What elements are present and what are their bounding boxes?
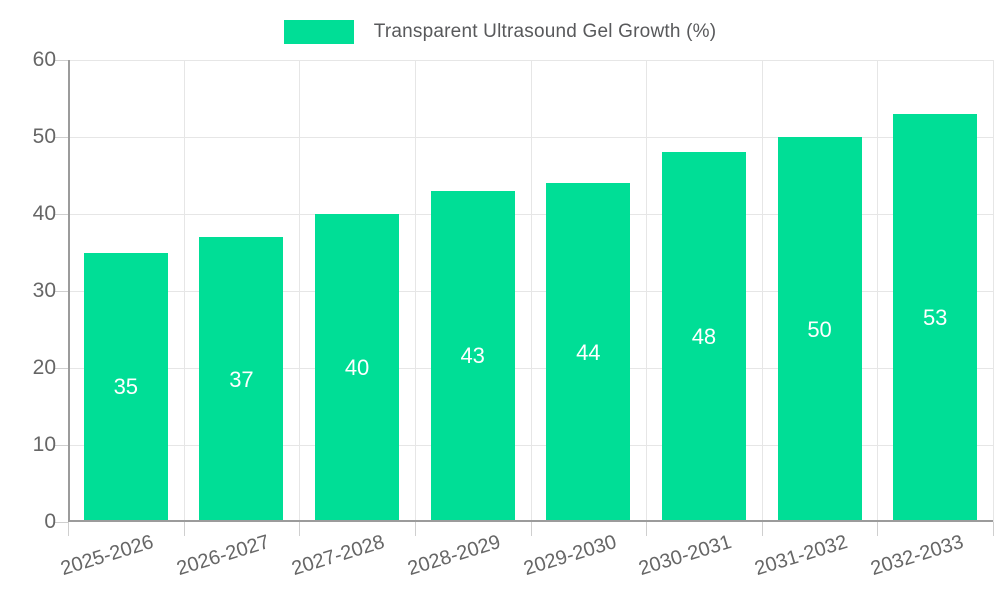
x-tick-mark [299, 522, 301, 536]
gridline-vertical [646, 60, 648, 522]
bar-value-label: 35 [113, 374, 139, 400]
x-axis-tick-label: 2029-2030 [520, 531, 619, 581]
gridline-vertical [877, 60, 879, 522]
bar-2031-2032: 50 [777, 137, 862, 522]
x-tick-mark [68, 522, 69, 536]
x-tick-mark [877, 522, 879, 536]
y-axis-tick-label: 60 [32, 48, 56, 71]
y-tick-mark [54, 368, 68, 369]
x-axis-tick-label: 2032-2033 [867, 531, 966, 581]
y-tick-mark [54, 214, 68, 215]
x-tick-mark [761, 522, 763, 536]
bar-value-label: 53 [922, 304, 948, 330]
y-axis-tick-label: 50 [32, 125, 56, 148]
x-tick-mark [183, 522, 185, 536]
bar-2026-2027: 37 [199, 237, 284, 522]
x-tick-mark [530, 522, 532, 536]
bar-2032-2033: 53 [893, 113, 978, 522]
x-axis-tick-label: 2027-2028 [289, 531, 388, 581]
gridline-vertical [299, 60, 301, 522]
y-axis-tick-label: 40 [32, 202, 56, 225]
bar-value-label: 37 [229, 366, 254, 392]
y-tick-mark [54, 60, 68, 61]
bar-value-label: 48 [691, 324, 717, 350]
legend-swatch [283, 20, 354, 44]
y-tick-mark [54, 445, 68, 446]
bar-2025-2026: 35 [83, 252, 168, 522]
x-axis-tick-label: 2026-2027 [173, 531, 272, 581]
gridline-vertical [993, 60, 994, 522]
legend: Transparent Ultrasound Gel Growth (%) [0, 20, 1000, 44]
bar-value-label: 44 [576, 339, 601, 365]
bar-2028-2029: 43 [430, 190, 515, 522]
x-axis-tick-label: 2028-2029 [405, 531, 504, 581]
bar-2029-2030: 44 [546, 183, 631, 522]
x-tick-mark [414, 522, 416, 536]
x-axis-tick-label: 2030-2031 [636, 531, 735, 581]
bar-value-label: 43 [460, 343, 485, 369]
gridline-vertical [414, 60, 416, 522]
bar-value-label: 40 [344, 355, 370, 380]
y-tick-mark [54, 522, 68, 523]
plot-area: 35 37 40 43 44 48 50 53 [68, 60, 994, 522]
gridline-vertical [183, 60, 185, 522]
bar-value-label: 50 [807, 316, 832, 342]
bar-2027-2028: 40 [315, 214, 400, 522]
y-axis-tick-label: 30 [32, 279, 56, 302]
y-tick-mark [54, 137, 68, 138]
gridline-vertical [761, 60, 763, 522]
gridline-vertical [530, 60, 532, 522]
y-tick-mark [54, 291, 68, 292]
y-axis-line [68, 60, 70, 522]
x-tick-mark [993, 522, 994, 536]
bar-2030-2031: 48 [661, 152, 746, 522]
x-axis-tick-label: 2025-2026 [58, 531, 157, 581]
x-tick-mark [646, 522, 648, 536]
legend-label: Transparent Ultrasound Gel Growth (%) [373, 21, 717, 42]
x-axis-line [68, 520, 993, 522]
x-axis-tick-label: 2031-2032 [752, 531, 850, 581]
y-axis-tick-label: 0 [44, 510, 56, 533]
y-axis-tick-label: 20 [32, 356, 56, 379]
y-axis-tick-label: 10 [32, 433, 56, 456]
